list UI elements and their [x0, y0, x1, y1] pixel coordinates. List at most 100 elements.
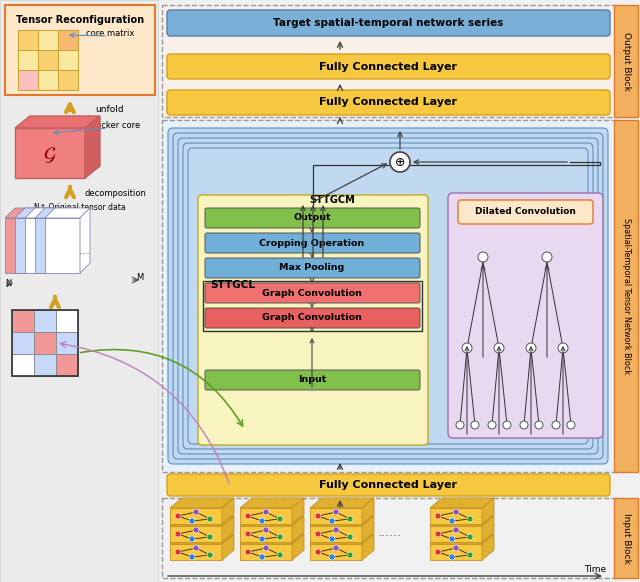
FancyBboxPatch shape	[240, 526, 292, 542]
Polygon shape	[70, 208, 80, 273]
FancyBboxPatch shape	[167, 474, 610, 496]
Polygon shape	[240, 534, 304, 544]
Polygon shape	[170, 534, 234, 544]
FancyBboxPatch shape	[18, 50, 38, 70]
Text: Dilated Convolution: Dilated Convolution	[475, 208, 575, 217]
Polygon shape	[50, 208, 60, 273]
Polygon shape	[240, 516, 304, 526]
FancyBboxPatch shape	[168, 128, 608, 464]
Circle shape	[259, 536, 265, 542]
FancyBboxPatch shape	[18, 70, 38, 90]
Circle shape	[478, 252, 488, 262]
Circle shape	[488, 421, 496, 429]
Text: Input Block: Input Block	[621, 513, 630, 563]
Circle shape	[193, 527, 199, 533]
FancyBboxPatch shape	[25, 218, 60, 273]
Text: STTGCM: STTGCM	[309, 195, 355, 205]
Circle shape	[471, 421, 479, 429]
Circle shape	[494, 343, 504, 353]
Circle shape	[535, 421, 543, 429]
Polygon shape	[15, 116, 100, 128]
FancyBboxPatch shape	[58, 70, 78, 90]
Circle shape	[207, 552, 213, 558]
Polygon shape	[85, 116, 100, 178]
FancyBboxPatch shape	[183, 143, 593, 449]
Circle shape	[277, 552, 283, 558]
Circle shape	[193, 545, 199, 551]
Circle shape	[435, 513, 441, 519]
Circle shape	[558, 343, 568, 353]
Polygon shape	[35, 208, 80, 218]
Polygon shape	[170, 498, 234, 508]
FancyBboxPatch shape	[310, 526, 362, 542]
Circle shape	[390, 152, 410, 172]
Polygon shape	[310, 534, 374, 544]
Circle shape	[333, 545, 339, 551]
Text: Time: Time	[584, 566, 606, 574]
Polygon shape	[222, 498, 234, 524]
Circle shape	[435, 531, 441, 537]
FancyBboxPatch shape	[458, 200, 593, 224]
FancyBboxPatch shape	[162, 120, 618, 472]
Circle shape	[207, 516, 213, 522]
Circle shape	[277, 516, 283, 522]
Circle shape	[263, 527, 269, 533]
FancyBboxPatch shape	[205, 258, 420, 278]
FancyBboxPatch shape	[58, 50, 78, 70]
FancyBboxPatch shape	[167, 54, 610, 79]
FancyBboxPatch shape	[15, 128, 85, 178]
Text: Input: Input	[298, 375, 326, 385]
Polygon shape	[170, 516, 234, 526]
Text: decomposition: decomposition	[84, 189, 146, 197]
FancyBboxPatch shape	[310, 544, 362, 560]
FancyBboxPatch shape	[35, 218, 70, 273]
Text: Max Pooling: Max Pooling	[280, 264, 344, 272]
Text: ......: ......	[378, 526, 402, 538]
FancyBboxPatch shape	[205, 283, 420, 303]
Text: M: M	[136, 274, 143, 282]
Circle shape	[189, 536, 195, 542]
Circle shape	[526, 343, 536, 353]
Text: Output: Output	[293, 214, 331, 222]
Polygon shape	[292, 498, 304, 524]
Polygon shape	[60, 208, 70, 273]
FancyBboxPatch shape	[614, 5, 638, 117]
FancyBboxPatch shape	[18, 30, 38, 50]
Text: ...: ...	[79, 243, 91, 257]
FancyBboxPatch shape	[12, 332, 34, 354]
Polygon shape	[222, 534, 234, 560]
FancyBboxPatch shape	[0, 0, 158, 582]
Text: Target spatial-temporal network series: Target spatial-temporal network series	[273, 18, 503, 28]
Circle shape	[329, 536, 335, 542]
Polygon shape	[25, 208, 70, 218]
FancyBboxPatch shape	[205, 308, 420, 328]
Circle shape	[245, 531, 251, 537]
FancyBboxPatch shape	[448, 193, 603, 438]
FancyBboxPatch shape	[430, 508, 482, 524]
Polygon shape	[310, 516, 374, 526]
FancyBboxPatch shape	[614, 120, 638, 472]
Circle shape	[245, 549, 251, 555]
Circle shape	[462, 343, 472, 353]
Circle shape	[315, 531, 321, 537]
Circle shape	[315, 513, 321, 519]
Circle shape	[467, 552, 473, 558]
Polygon shape	[292, 534, 304, 560]
Circle shape	[329, 554, 335, 560]
Circle shape	[449, 518, 455, 524]
FancyBboxPatch shape	[205, 233, 420, 253]
FancyBboxPatch shape	[310, 508, 362, 524]
Circle shape	[467, 516, 473, 522]
Circle shape	[567, 421, 575, 429]
Circle shape	[347, 552, 353, 558]
Circle shape	[277, 534, 283, 540]
FancyBboxPatch shape	[56, 332, 78, 354]
Text: Cropping Operation: Cropping Operation	[259, 239, 365, 247]
Polygon shape	[482, 498, 494, 524]
Polygon shape	[80, 208, 90, 273]
Circle shape	[456, 421, 464, 429]
Polygon shape	[362, 516, 374, 542]
Polygon shape	[482, 516, 494, 542]
Text: N: N	[5, 279, 11, 288]
Circle shape	[193, 509, 199, 515]
